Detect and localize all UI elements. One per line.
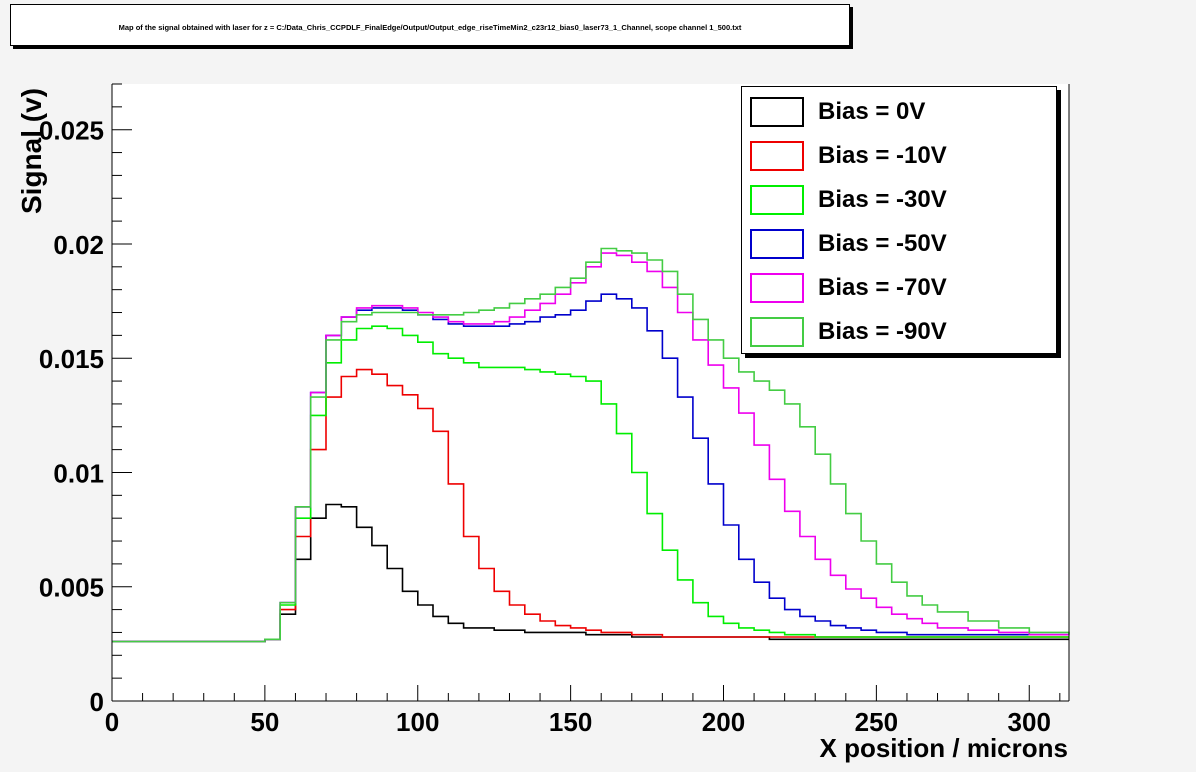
legend-swatch <box>750 185 804 215</box>
data-series-line <box>112 252 1069 643</box>
x-tick-label: 150 <box>549 707 592 737</box>
chart-title: Map of the signal obtained with laser fo… <box>118 23 742 32</box>
y-tick-label: 0 <box>90 687 104 717</box>
legend-swatch <box>750 317 804 347</box>
data-series-line <box>112 368 1069 643</box>
legend-entry: Bias = -70V <box>742 265 1056 309</box>
y-axis-label: Signal (v) <box>16 87 47 214</box>
legend-swatch <box>750 229 804 259</box>
x-tick-label: 300 <box>1008 707 1051 737</box>
legend-entry: Bias = -30V <box>742 177 1056 221</box>
legend-entry: Bias = -90V <box>742 309 1056 353</box>
legend-entry: Bias = -50V <box>742 221 1056 265</box>
legend-swatch <box>750 273 804 303</box>
legend-label: Bias = 0V <box>818 98 926 125</box>
legend: Bias = 0V Bias = -10V Bias = -30V Bias =… <box>741 86 1057 354</box>
legend-swatch <box>750 141 804 171</box>
legend-swatch <box>750 97 804 127</box>
y-tick-label: 0.025 <box>39 116 104 146</box>
y-tick-label: 0.005 <box>39 573 104 603</box>
y-tick-label: 0.015 <box>39 344 104 374</box>
x-tick-label: 100 <box>396 707 439 737</box>
legend-label: Bias = -10V <box>818 142 947 169</box>
x-axis-label: X position / microns <box>819 733 1068 763</box>
y-tick-label: 0.02 <box>53 230 104 260</box>
data-series-line <box>112 325 1069 643</box>
data-series-line <box>112 247 1070 643</box>
x-tick-label: 0 <box>105 707 119 737</box>
x-tick-label: 200 <box>702 707 745 737</box>
legend-label: Bias = -30V <box>818 186 947 213</box>
x-tick-label: 250 <box>855 707 898 737</box>
x-tick-label: 50 <box>250 707 279 737</box>
y-tick-label: 0.01 <box>53 458 104 488</box>
legend-entry: Bias = -10V <box>742 133 1056 177</box>
legend-entry: Bias = 0V <box>742 89 1056 133</box>
legend-label: Bias = -50V <box>818 230 947 257</box>
legend-label: Bias = -90V <box>818 318 947 345</box>
legend-label: Bias = -70V <box>818 274 947 301</box>
chart-title-box: Map of the signal obtained with laser fo… <box>10 4 850 46</box>
